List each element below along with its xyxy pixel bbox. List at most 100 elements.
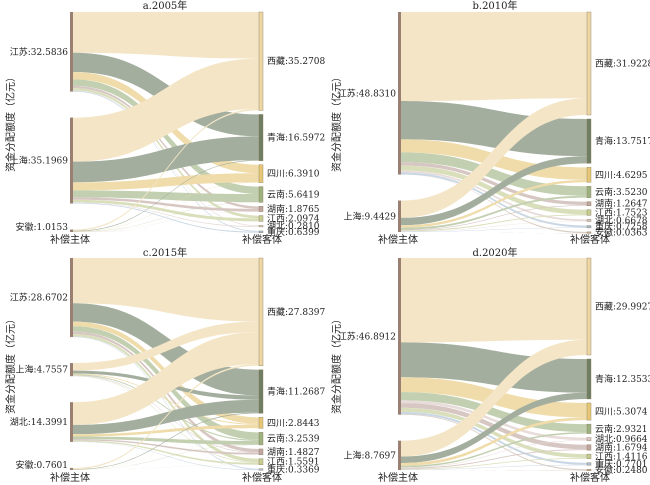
target-label: 四川:4.6295: [595, 171, 648, 181]
target-label: 江西:1.7523: [595, 208, 648, 219]
target-label: 湖北:0.9664: [595, 434, 648, 445]
flow-上海-四川: [401, 417, 587, 466]
sankey-links: [73, 258, 259, 471]
panel-title: c.2015年: [143, 246, 187, 259]
target-label: 湖北:0.6678: [595, 215, 648, 226]
flow-安徽-西藏: [73, 108, 259, 231]
flow-上海-重庆: [401, 464, 587, 470]
x-label-left: 补偿主体: [50, 471, 90, 484]
target-label: 江西:2.0974: [267, 214, 320, 225]
target-bar: [258, 432, 264, 446]
target-label: 江西:1.4116: [595, 451, 648, 462]
x-label-right: 补偿客体: [570, 233, 610, 246]
target-label: 西藏:27.8397: [267, 306, 326, 318]
source-label: 江苏:48.8310: [338, 87, 397, 99]
flow-安徽-湖南: [73, 211, 259, 232]
y-axis-label: 资金分配额度（亿元）: [4, 72, 17, 172]
source-bar: [70, 229, 73, 232]
target-label: 湖南:1.8765: [267, 203, 320, 215]
target-bar: [258, 448, 264, 455]
sankey-panel-1: 江苏:32.5836 上海:35.1969 安徽:1.0153 西藏:35.2708 青…: [4, 0, 326, 246]
source-label: 安徽:0.7601: [15, 459, 68, 471]
flow-上海-四川: [73, 173, 259, 191]
flow-江苏-青海: [401, 101, 587, 157]
flow-安徽-湖南: [73, 454, 259, 470]
source-label: 江苏:46.8912: [338, 330, 396, 342]
target-label: 湖北:0.2810: [267, 221, 320, 232]
source-label: 上海:9.4429: [343, 210, 396, 222]
target-label: 四川:5.3074: [595, 408, 648, 418]
source-bar: [70, 117, 73, 204]
target-label: 湖南:1.2647: [595, 198, 648, 210]
target-bar: [258, 369, 264, 414]
flow-上海-西藏: [73, 58, 259, 162]
sankey-panel-2: 江苏:48.8310 上海:9.4429 西藏:31.9228 青海:13.7517 四…: [330, 0, 650, 246]
source-bar: [398, 258, 401, 415]
target-bar: [258, 458, 264, 465]
target-label: 重庆:0.7701: [595, 458, 648, 470]
target-label: 云南:2.9321: [595, 423, 648, 435]
target-bar: [586, 186, 592, 198]
flow-江苏-湖北: [401, 170, 587, 222]
target-bar: [258, 225, 264, 228]
target-label: 西藏:31.9228: [595, 57, 650, 69]
source-label: 江苏:32.5836: [10, 46, 69, 58]
target-label: 四川:2.8443: [267, 419, 320, 429]
target-bar: [586, 257, 592, 356]
flow-湖北-西藏: [73, 332, 259, 425]
sankey-panel-3: 江苏:28.6702 上海:4.7557 湖北:14.3991 安徽:0.7601 西藏…: [4, 246, 326, 484]
flow-安徽-江西: [73, 221, 259, 232]
flow-安徽-江西: [73, 464, 259, 470]
flow-上海-江西: [401, 214, 587, 232]
flow-安徽-西藏: [73, 364, 259, 470]
source-bar: [398, 440, 401, 470]
source-bar: [70, 467, 73, 470]
target-label: 湖南:1.6794: [595, 441, 648, 453]
flow-上海-湖南: [401, 205, 587, 231]
target-label: 安徽:0.0363: [595, 227, 648, 239]
target-label: 青海:11.2687: [267, 386, 326, 398]
panel-title: b.2010年: [472, 0, 517, 12]
flow-上海-江西: [401, 457, 587, 470]
panel-title: a.2005年: [143, 0, 188, 12]
flow-江苏-江西: [401, 407, 587, 458]
target-bar: [586, 402, 592, 421]
y-axis-label: 资金分配额度（亿元）: [330, 314, 343, 414]
target-bar: [586, 437, 592, 441]
target-label: 四川:6.3910: [267, 170, 320, 180]
x-label-right: 补偿客体: [242, 471, 282, 484]
flow-江苏-湖南: [401, 162, 587, 206]
target-label: 重庆:0.6399: [267, 226, 320, 238]
target-bar: [586, 423, 592, 434]
target-bar: [586, 219, 592, 222]
flow-安徽-青海: [73, 160, 259, 232]
source-label: 湖北:14.3991: [10, 417, 68, 428]
target-bar: [258, 417, 264, 429]
target-bar: [258, 114, 264, 161]
flow-江苏-西藏: [401, 258, 587, 343]
flow-上海-西藏: [401, 339, 587, 457]
source-bar: [70, 363, 73, 377]
flow-江苏-重庆: [401, 411, 587, 465]
flow-上海-湖北: [401, 221, 587, 232]
flow-湖北-湖南: [73, 439, 259, 455]
flow-上海-安徽: [401, 231, 587, 234]
target-label: 西藏:35.2708: [267, 55, 326, 67]
source-label: 上海:8.7697: [343, 449, 396, 461]
flow-上海-重庆: [401, 227, 587, 232]
y-axis-label: 资金分配额度（亿元）: [330, 72, 343, 172]
flow-上海-青海: [401, 156, 587, 226]
flow-安徽-青海: [73, 412, 259, 470]
target-bar: [258, 230, 264, 233]
source-bar: [398, 200, 401, 232]
source-label: 江苏:28.6702: [10, 292, 68, 304]
flow-上海-湖南: [73, 197, 259, 212]
x-label-right: 补偿客体: [570, 471, 610, 484]
source-bar: [70, 258, 73, 338]
flow-上海-西藏: [73, 321, 259, 371]
target-bar: [258, 257, 264, 366]
flow-安徽-湖北: [73, 226, 259, 232]
target-label: 青海:13.7517: [595, 135, 650, 147]
target-label: 西藏:29.9927: [595, 300, 650, 312]
